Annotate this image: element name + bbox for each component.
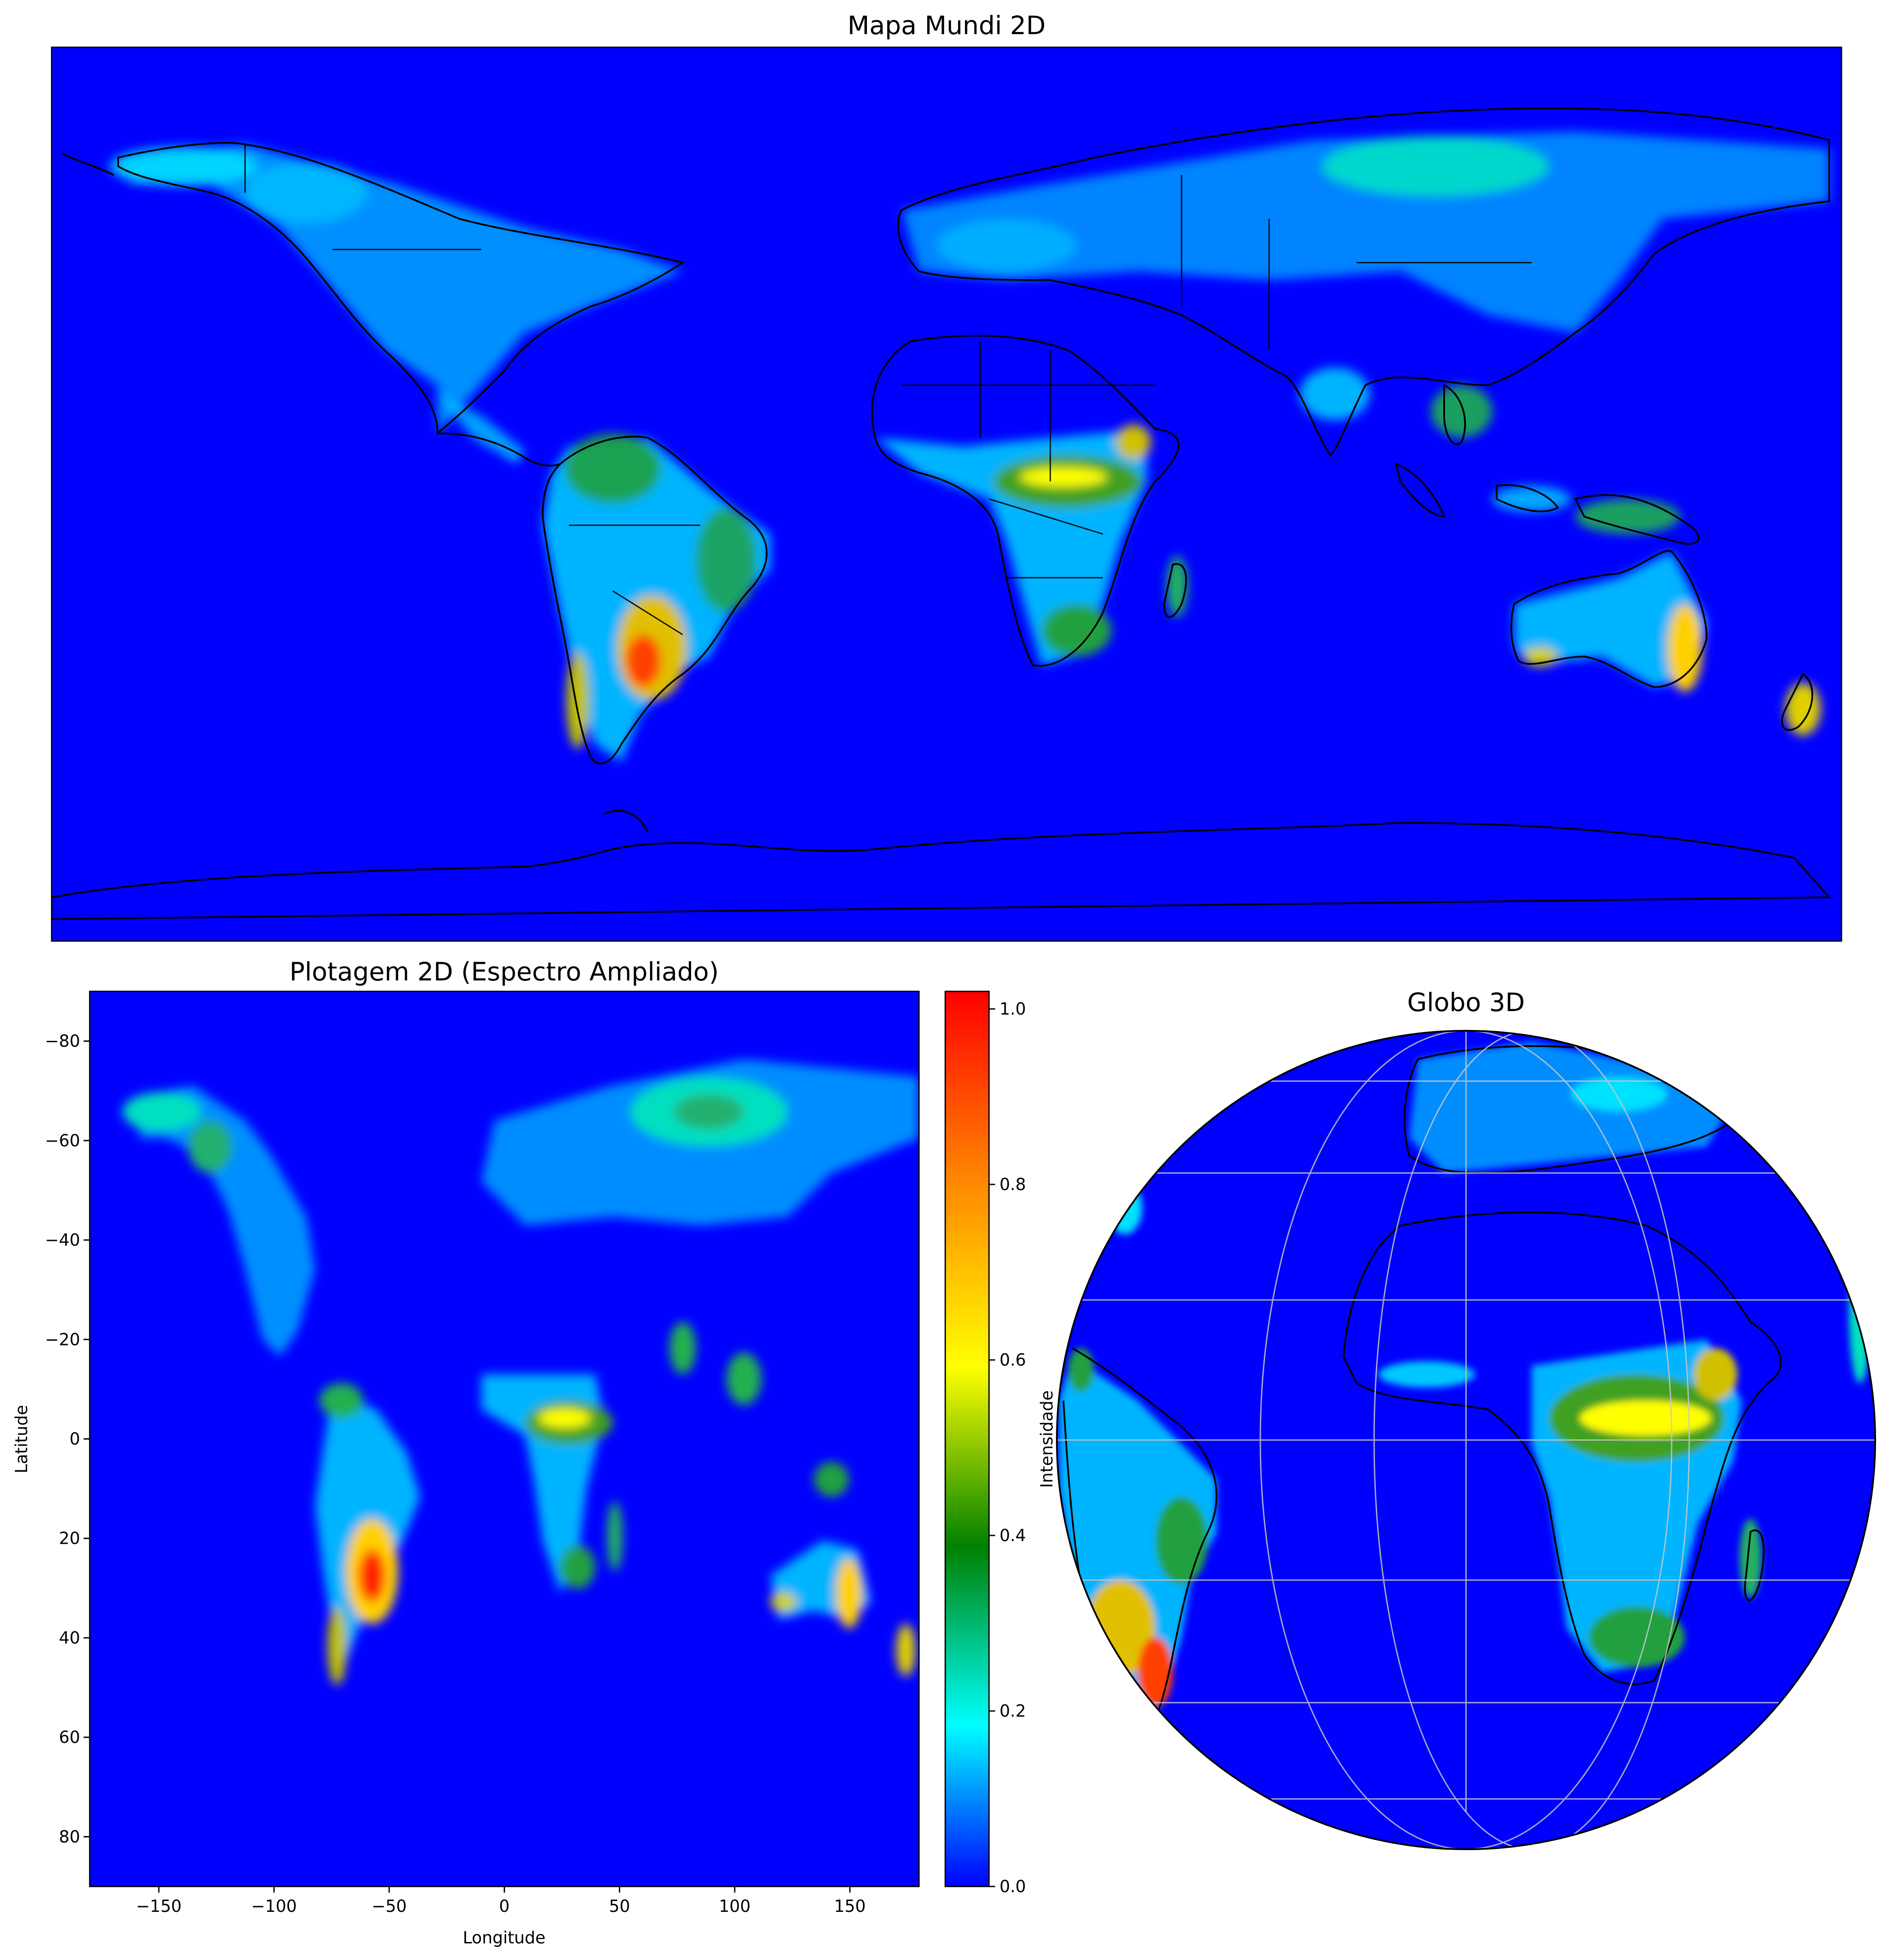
- y-tick-label: 60: [59, 1728, 80, 1747]
- colorbar-ticks: 0.0 0.2 0.4 0.6 0.8 1.0: [989, 999, 1026, 1896]
- y-tick-label: −20: [45, 1330, 80, 1349]
- coastlines: [52, 107, 1831, 920]
- y-tick-label: 80: [59, 1827, 80, 1846]
- y-tick-label: −60: [45, 1131, 80, 1150]
- country-borders: [244, 144, 1532, 636]
- intensity-field: [109, 131, 1829, 762]
- heatmap-y-ticks: −80 −60 −40 −20 0 20 40 60 80: [45, 1032, 90, 1846]
- heatmap-plot: [90, 991, 919, 1886]
- x-tick-label: 150: [834, 1897, 866, 1916]
- y-tick-label: −80: [45, 1032, 80, 1051]
- x-tick-label: −100: [251, 1897, 297, 1916]
- top-map-title: Mapa Mundi 2D: [848, 11, 1046, 40]
- x-tick-label: −150: [136, 1897, 182, 1916]
- colorbar-tick-label: 0.4: [1000, 1526, 1026, 1545]
- heatmap-x-ticks: −150 −100 −50 0 50 100 150: [136, 1886, 866, 1916]
- heatmap-field: [123, 1059, 919, 1685]
- y-tick-label: 40: [59, 1628, 80, 1647]
- top-world-map: [52, 47, 1841, 941]
- colorbar: [944, 991, 990, 1887]
- globe-graticule: [1057, 1031, 1875, 1849]
- globe-outline: [1056, 1030, 1876, 1850]
- x-tick-label: −50: [372, 1897, 407, 1916]
- globe-title: Globo 3D: [1407, 987, 1525, 1017]
- x-tick-label: 0: [499, 1897, 509, 1916]
- colorbar-label: Intensidade: [1037, 1391, 1056, 1488]
- colorbar-tick-label: 1.0: [1000, 999, 1026, 1019]
- colorbar-tick-label: 0.0: [1000, 1877, 1026, 1896]
- colorbar-tick-label: 0.2: [1000, 1701, 1026, 1721]
- heatmap-x-label: Longitude: [463, 1928, 546, 1947]
- y-tick-label: 20: [59, 1529, 80, 1548]
- x-tick-label: 50: [609, 1897, 630, 1916]
- x-tick-label: 100: [719, 1897, 751, 1916]
- heatmap-title: Plotagem 2D (Espectro Ampliado): [289, 957, 719, 987]
- globe-3d: [1057, 1031, 1875, 1849]
- top-map-frame: [51, 46, 1842, 942]
- colorbar-tick-label: 0.6: [1000, 1350, 1026, 1370]
- colorbar-tick-label: 0.8: [1000, 1175, 1026, 1194]
- y-tick-label: 0: [70, 1430, 80, 1449]
- y-tick-label: −40: [45, 1230, 80, 1250]
- heatmap-y-label: Latitude: [12, 1405, 31, 1473]
